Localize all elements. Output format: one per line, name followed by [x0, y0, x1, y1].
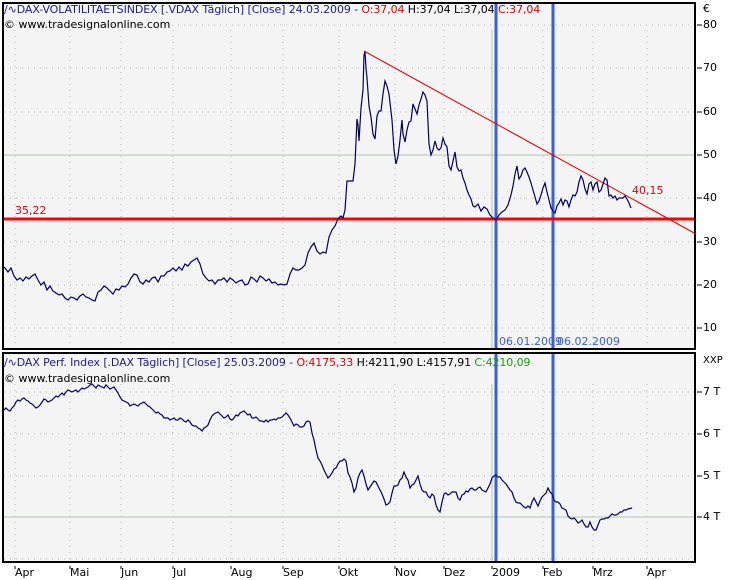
vdax-close: C:37,04 [497, 3, 541, 16]
line-chart-icon: ∕∿ [4, 356, 17, 369]
line-chart-icon: ∕∿ [4, 3, 17, 16]
vdax-title: ∕∿DAX-VOLATILITAETSINDEX [.VDAX Täglich]… [4, 3, 540, 16]
dax-title-text: DAX Perf. Index [.DAX Täglich] [Close] 2… [16, 356, 297, 369]
marker-date-2: 06.02.2009 [557, 335, 620, 348]
x-tick-label: 2009 [492, 566, 520, 579]
vdax-copyright: © www.tradesignalonline.com [4, 18, 171, 31]
trend-line [363, 50, 697, 235]
x-tick-label: Mrz [593, 566, 613, 579]
support-level-label: 35,22 [15, 204, 47, 217]
dax-unit-label: XXP [703, 355, 723, 366]
y-tick-label: 80 [703, 18, 717, 31]
y-tick-label: 50 [703, 148, 717, 161]
vdax-currency-label: € [703, 2, 710, 15]
y-tick-label: 40 [703, 191, 717, 204]
vdax-high: H:37,04 [404, 3, 451, 16]
x-tick-label: Jun [121, 566, 139, 579]
vdax-chart-panel[interactable] [2, 2, 696, 350]
x-tick-label: Okt [339, 566, 359, 579]
vdax-low: L:37,04 [450, 3, 498, 16]
x-tick-label: Jul [173, 566, 187, 579]
y-tick-label: 5 T [703, 469, 721, 482]
y-tick-label: 30 [703, 235, 717, 248]
x-tick-label: Apr [15, 566, 35, 579]
x-tick-label: Dez [444, 566, 466, 579]
dax-copyright: © www.tradesignalonline.com [4, 372, 171, 385]
x-tick-label: Nov [395, 566, 417, 579]
marker-date-1: 06.01.2009 [499, 335, 562, 348]
dax-close: C:4210,09 [474, 356, 531, 369]
y-tick-label: 70 [703, 61, 717, 74]
dax-series-line [1, 383, 633, 531]
y-tick-label: 7 T [703, 385, 721, 398]
vdax-title-text: DAX-VOLATILITAETSINDEX [.VDAX Täglich] [… [16, 3, 362, 16]
x-tick-label: Aug [231, 566, 253, 579]
dax-low: L:4157,91 [413, 356, 475, 369]
trendline-value-label: 40,15 [632, 184, 664, 197]
vdax-open: O:37,04 [361, 3, 405, 16]
x-tick-label: Mai [70, 566, 90, 579]
dax-high: H:4211,90 [353, 356, 414, 369]
x-tick-label: Apr [647, 566, 667, 579]
y-tick-label: 20 [703, 278, 717, 291]
y-tick-label: 6 T [703, 427, 721, 440]
x-tick-label: Sep [283, 566, 304, 579]
y-tick-label: 60 [703, 105, 717, 118]
dax-chart-panel[interactable] [2, 352, 696, 563]
dax-open: O:4175,33 [296, 356, 354, 369]
y-tick-label: 4 T [703, 510, 721, 523]
vdax-series-line [1, 51, 632, 302]
y-tick-label: 10 [703, 321, 717, 334]
x-tick-label: Feb [543, 566, 563, 579]
dax-title: ∕∿DAX Perf. Index [.DAX Täglich] [Close]… [4, 356, 530, 369]
